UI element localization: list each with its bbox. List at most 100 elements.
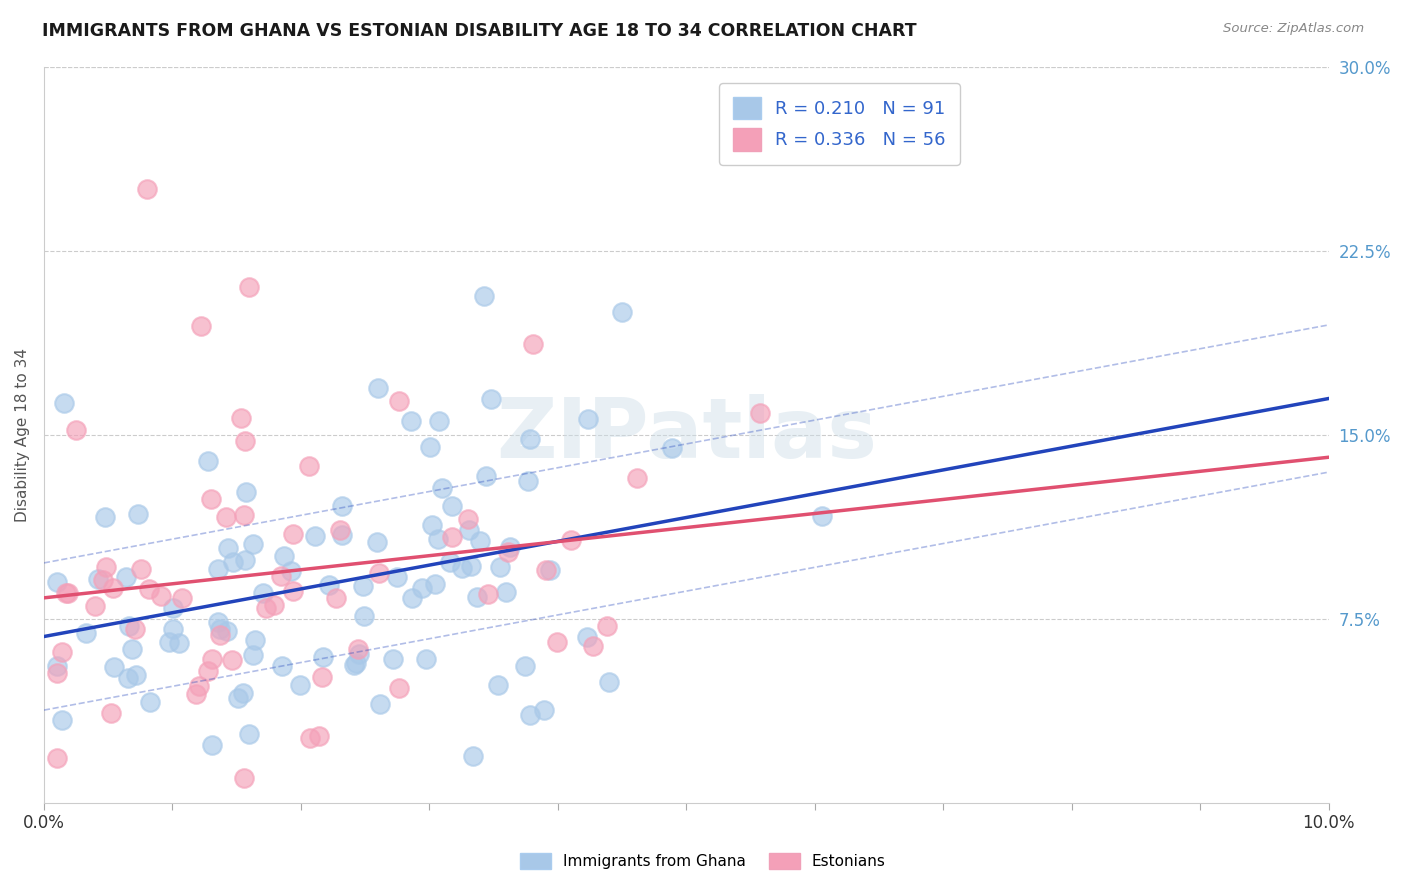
Point xyxy=(519,707,541,722)
Point xyxy=(129,562,152,576)
Point xyxy=(242,648,264,662)
Point xyxy=(522,337,544,351)
Point xyxy=(308,729,330,743)
Point xyxy=(232,771,254,785)
Point xyxy=(65,423,87,437)
Point xyxy=(232,686,254,700)
Point xyxy=(352,579,374,593)
Point xyxy=(441,499,464,513)
Point xyxy=(461,749,484,764)
Point xyxy=(200,492,222,507)
Legend: Immigrants from Ghana, Estonians: Immigrants from Ghana, Estonians xyxy=(515,847,891,875)
Point xyxy=(215,509,238,524)
Point xyxy=(290,678,312,692)
Point xyxy=(208,628,231,642)
Point xyxy=(367,381,389,395)
Point xyxy=(235,484,257,499)
Point xyxy=(388,681,411,695)
Point xyxy=(420,517,443,532)
Point xyxy=(135,182,157,196)
Point xyxy=(235,434,257,449)
Point xyxy=(329,524,352,538)
Point xyxy=(440,530,463,544)
Point xyxy=(349,647,371,661)
Point xyxy=(281,584,304,599)
Point xyxy=(626,471,648,485)
Point xyxy=(53,395,76,409)
Point xyxy=(749,406,772,420)
Legend: R = 0.210   N = 91, R = 0.336   N = 56: R = 0.210 N = 91, R = 0.336 N = 56 xyxy=(718,83,960,165)
Point xyxy=(299,731,322,746)
Point xyxy=(479,392,502,407)
Point xyxy=(221,555,243,569)
Point xyxy=(207,615,229,629)
Point xyxy=(281,527,304,541)
Point xyxy=(75,626,97,640)
Point xyxy=(138,582,160,597)
Point xyxy=(496,544,519,558)
Point xyxy=(280,564,302,578)
Point xyxy=(439,555,461,569)
Point xyxy=(273,549,295,564)
Point xyxy=(811,509,834,524)
Point xyxy=(399,414,422,428)
Point xyxy=(170,591,193,605)
Point xyxy=(190,318,212,333)
Point xyxy=(330,499,353,513)
Point xyxy=(167,636,190,650)
Point xyxy=(423,577,446,591)
Point xyxy=(465,591,488,605)
Point xyxy=(121,642,143,657)
Point xyxy=(115,570,138,584)
Point xyxy=(87,572,110,586)
Point xyxy=(311,650,333,665)
Point xyxy=(495,584,517,599)
Point xyxy=(661,441,683,455)
Text: Source: ZipAtlas.com: Source: ZipAtlas.com xyxy=(1223,22,1364,36)
Point xyxy=(475,469,498,483)
Point xyxy=(51,714,73,728)
Point xyxy=(346,641,368,656)
Point xyxy=(197,453,219,467)
Point xyxy=(517,474,540,488)
Point xyxy=(366,534,388,549)
Point xyxy=(388,393,411,408)
Point xyxy=(610,305,633,319)
Point xyxy=(533,703,555,717)
Point xyxy=(576,412,599,426)
Y-axis label: Disability Age 18 to 34: Disability Age 18 to 34 xyxy=(15,348,30,522)
Point xyxy=(458,523,481,537)
Point xyxy=(353,608,375,623)
Point xyxy=(229,411,252,425)
Point xyxy=(45,575,67,590)
Point xyxy=(451,561,474,575)
Point xyxy=(318,578,340,592)
Point xyxy=(271,659,294,673)
Point xyxy=(201,738,224,752)
Point xyxy=(201,652,224,666)
Point xyxy=(263,598,285,612)
Point xyxy=(457,512,479,526)
Point xyxy=(430,481,453,495)
Point xyxy=(546,635,568,649)
Point xyxy=(162,622,184,636)
Point xyxy=(401,591,423,606)
Point xyxy=(184,687,207,701)
Point xyxy=(460,558,482,573)
Point xyxy=(540,563,562,577)
Point xyxy=(103,660,125,674)
Point xyxy=(188,679,211,693)
Point xyxy=(101,581,124,595)
Point xyxy=(499,540,522,554)
Point xyxy=(560,533,582,547)
Point xyxy=(426,532,449,546)
Point xyxy=(117,671,139,685)
Point xyxy=(243,633,266,648)
Point xyxy=(382,652,405,666)
Point xyxy=(470,534,492,549)
Point xyxy=(342,657,364,672)
Point xyxy=(304,529,326,543)
Point xyxy=(51,645,73,659)
Point xyxy=(254,601,277,615)
Point xyxy=(217,541,239,555)
